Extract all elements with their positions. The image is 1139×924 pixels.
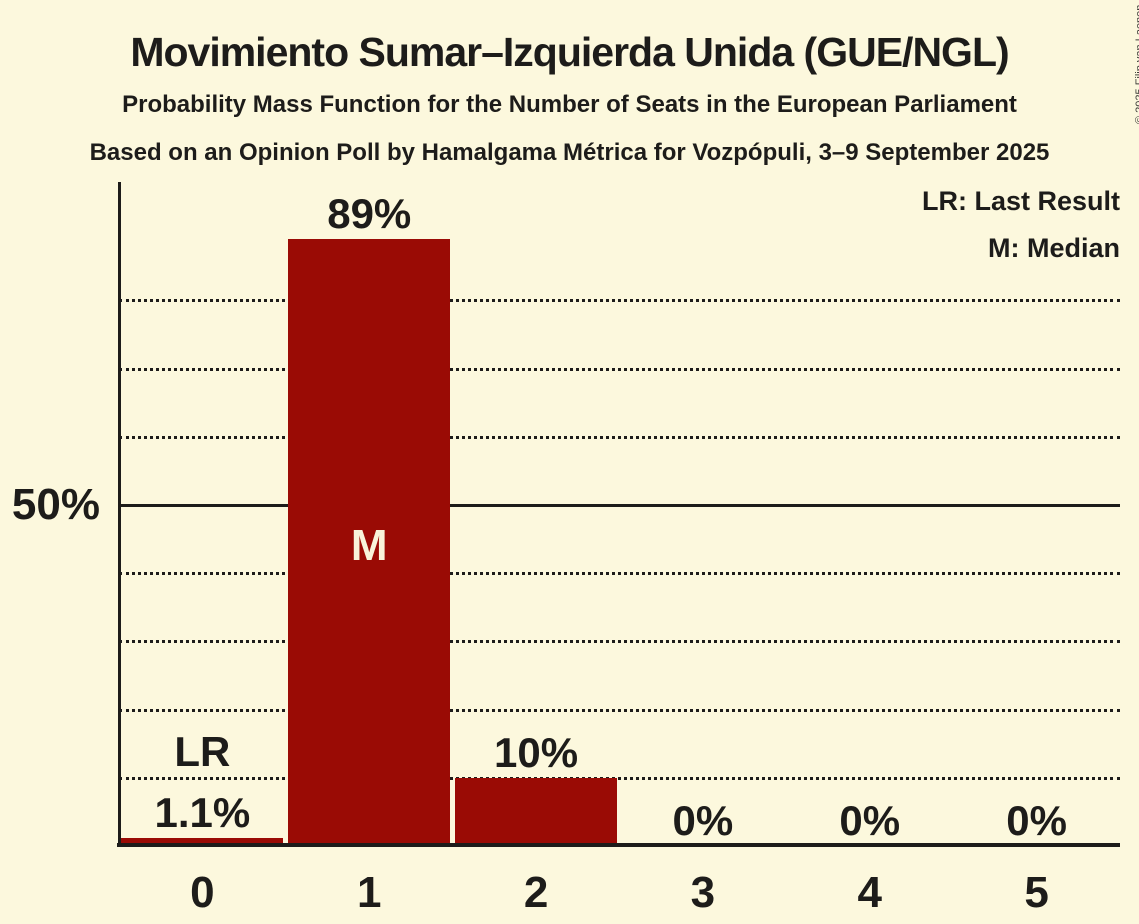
gridline-40pct	[119, 572, 1120, 576]
bar-value-label-3: 0%	[672, 797, 734, 844]
median-label: M	[350, 520, 388, 570]
bar-seat-2	[455, 777, 618, 847]
bar-seat-1	[288, 239, 451, 847]
gridline-70pct	[119, 367, 1120, 371]
x-tick-label-3: 3	[690, 868, 716, 917]
x-tick-label-1: 1	[357, 868, 382, 917]
x-tick-label-2: 2	[523, 868, 549, 917]
legend-last-result: LR: Last Result	[921, 186, 1120, 216]
x-tick-label-4: 4	[857, 868, 882, 917]
x-tick-label-0: 0	[190, 868, 215, 917]
copyright-notice: © 2025 Filip van Laenen	[1134, 4, 1139, 124]
bar-seat-0	[121, 838, 284, 847]
bar-value-label-5: 0%	[1006, 797, 1067, 844]
poll-source-subtitle: Based on an Opinion Poll by Hamalgama Mé…	[89, 139, 1050, 166]
gridline-10pct	[119, 776, 1120, 780]
chart-title: Movimiento Sumar–Izquierda Unida (GUE/NG…	[130, 29, 1009, 75]
y-axis-tick-label: 50%	[11, 480, 100, 529]
gridline-80pct	[119, 299, 1120, 303]
chart-subtitle: Probability Mass Function for the Number…	[122, 91, 1017, 118]
y-axis	[118, 182, 121, 847]
bar-value-label-1: 89%	[327, 190, 412, 238]
bar-value-label-4: 0%	[839, 797, 901, 844]
gridline-30pct	[119, 640, 1120, 644]
gridline-60pct	[119, 435, 1120, 439]
x-axis	[117, 843, 1120, 847]
bar-value-label-2: 10%	[494, 728, 579, 776]
x-tick-label-5: 5	[1024, 868, 1049, 917]
bar-value-label-0: 1.1%	[154, 789, 251, 837]
last-result-label: LR	[174, 727, 231, 775]
gridline-20pct	[119, 708, 1120, 712]
legend-median: M: Median	[988, 233, 1120, 263]
gridline-solid-50pct	[119, 504, 1120, 507]
